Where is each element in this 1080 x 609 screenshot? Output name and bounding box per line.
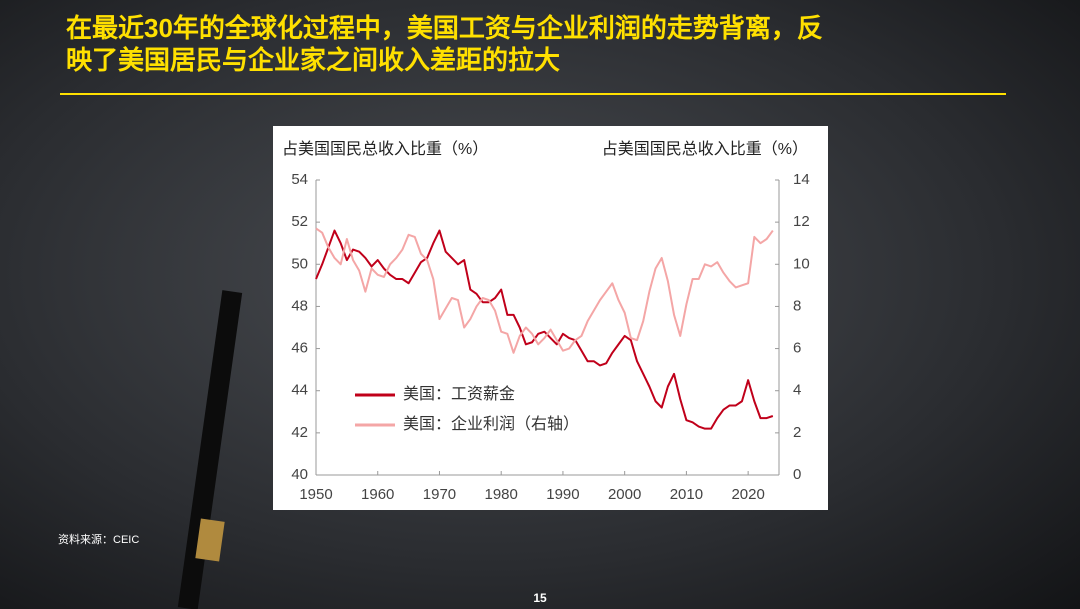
y2-tick-label: 4	[793, 382, 801, 399]
series-line	[315, 227, 774, 354]
legend-label: 美国：企业利润（右轴）	[403, 415, 579, 433]
y-tick-label: 42	[291, 424, 308, 441]
y-tick-label: 54	[291, 171, 308, 188]
y-tick-label: 48	[291, 297, 308, 314]
x-tick-label: 2000	[608, 486, 641, 503]
y-tick-label: 50	[291, 255, 308, 272]
x-tick-label: 1950	[299, 486, 332, 503]
y2-tick-label: 8	[793, 297, 801, 314]
y2-tick-label: 0	[793, 466, 801, 483]
y-tick-label: 40	[291, 466, 308, 483]
x-tick-label: 1960	[361, 486, 394, 503]
y2-tick-label: 14	[793, 171, 810, 188]
x-tick-label: 2020	[731, 486, 764, 503]
x-tick-label: 1990	[546, 486, 579, 503]
y-tick-label: 46	[291, 340, 308, 357]
title-line: 在最近30年的全球化过程中，美国工资与企业利润的走势背离，反	[66, 13, 823, 43]
y2-tick-label: 6	[793, 340, 801, 357]
x-tick-label: 1970	[423, 486, 456, 503]
chart-panel	[273, 126, 828, 510]
legend-label: 美国：工资薪金	[403, 385, 515, 403]
source-note: 资料来源：CEIC	[58, 532, 139, 546]
series-line	[315, 229, 774, 430]
y-tick-label: 44	[291, 382, 308, 399]
title-line: 映了美国居民与企业家之间收入差距的拉大	[66, 45, 560, 75]
y-tick-label: 52	[291, 213, 308, 230]
x-tick-label: 2010	[670, 486, 703, 503]
pen-decoration	[177, 290, 243, 609]
page-number: 15	[533, 591, 547, 605]
y-axis-title: 占美国国民总收入比重（%）	[282, 140, 488, 158]
y2-tick-label: 10	[793, 255, 810, 272]
y2-axis-title: 占美国国民总收入比重（%）	[602, 140, 808, 158]
y2-tick-label: 2	[793, 424, 801, 441]
pen-band	[195, 518, 225, 562]
y2-tick-label: 12	[793, 213, 810, 230]
x-tick-label: 1980	[485, 486, 518, 503]
